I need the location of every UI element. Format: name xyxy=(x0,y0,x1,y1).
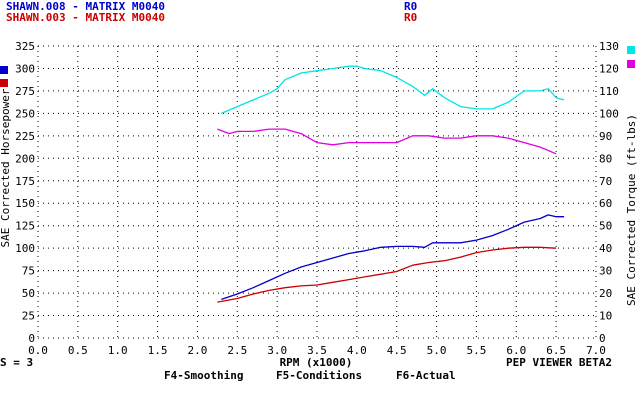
smoothing-readout: S = 3 xyxy=(0,356,33,369)
x-tick-labels: 0.0 0.5 1.0 1.5 2.0 2.5 3.0 3.5 4.0 4.5 5.0 5.5 6.0 6… xyxy=(28,344,606,357)
y2-tick-label: 40 xyxy=(599,242,612,255)
y2-tick-label: 30 xyxy=(599,265,612,278)
y2-axis-title: SAE Corrected Torque (ft-lbs) xyxy=(625,114,638,306)
y2-tick-label: 110 xyxy=(599,85,619,98)
grid xyxy=(37,45,597,339)
x-axis-title: RPM (x1000) xyxy=(280,356,353,369)
x-tick-label: 3.5 xyxy=(307,344,327,357)
run-2-tag: R0 xyxy=(404,11,417,24)
y-tick-label: 275 xyxy=(15,85,35,98)
y-tick-label: 125 xyxy=(15,220,35,233)
y-tick-label: 0 xyxy=(28,332,35,345)
x-tick-label: 1.5 xyxy=(148,344,168,357)
torque-run1-line xyxy=(221,65,565,114)
x-tick-label: 7.0 xyxy=(586,344,606,357)
run-1-tag: R0 xyxy=(404,0,417,13)
y2-tick-label: 90 xyxy=(599,130,612,143)
x-tick-label: 2.0 xyxy=(187,344,207,357)
y-tick-label: 150 xyxy=(15,197,35,210)
x-tick-label: 2.5 xyxy=(227,344,247,357)
y-tick-label: 75 xyxy=(22,265,35,278)
y-tick-label: 225 xyxy=(15,130,35,143)
y-tick-label: 300 xyxy=(15,62,35,75)
x-tick-label: 0.0 xyxy=(28,344,48,357)
y2-tick-label: 80 xyxy=(599,152,612,165)
x-tick-label: 4.5 xyxy=(387,344,407,357)
y2-tick-label: 70 xyxy=(599,175,612,188)
run-2-name: SHAWN.003 - MATRIX M0040 xyxy=(6,11,165,24)
y-tick-label: 250 xyxy=(15,107,35,120)
y-tick-label: 100 xyxy=(15,242,35,255)
y2-tick-label: 50 xyxy=(599,220,612,233)
torque-run1-swatch xyxy=(627,46,635,54)
y2-tick-label: 10 xyxy=(599,310,612,323)
y-tick-label: 325 xyxy=(15,40,35,53)
y-tick-label: 200 xyxy=(15,152,35,165)
y2-tick-label: 120 xyxy=(599,62,619,75)
x-tick-label: 6.0 xyxy=(506,344,526,357)
y2-tick-label: 0 xyxy=(599,332,606,345)
hp-run1-swatch xyxy=(0,66,8,74)
run-1-name: SHAWN.008 - MATRIX M0040 xyxy=(6,0,165,13)
torque-run2-line xyxy=(217,128,557,155)
y2-tick-labels: 0 10 20 30 40 50 60 70 80 90 100 110 120 130 xyxy=(599,40,619,345)
x-tick-label: 1.0 xyxy=(108,344,128,357)
hp-run2-swatch xyxy=(0,79,8,87)
y2-tick-label: 130 xyxy=(599,40,619,53)
y-tick-label: 50 xyxy=(22,287,35,300)
hp-run1-line xyxy=(221,214,565,301)
x-tick-label: 5.0 xyxy=(427,344,447,357)
menu-conditions[interactable]: F5-Conditions xyxy=(276,369,362,382)
x-tick-label: 3.0 xyxy=(267,344,287,357)
series-lines xyxy=(217,65,565,303)
menu-actual[interactable]: F6-Actual xyxy=(396,369,456,382)
hp-run2-line xyxy=(217,246,557,303)
y-axis-title: SAE Corrected Horsepower xyxy=(0,88,12,247)
x-tick-label: 5.5 xyxy=(466,344,486,357)
y2-tick-label: 100 xyxy=(599,107,619,120)
y-tick-labels: 0 25 50 75 100 125 150 175 200 225 250 275 300 325 xyxy=(15,40,35,345)
x-tick-label: 0.5 xyxy=(68,344,88,357)
x-tick-label: 4.0 xyxy=(347,344,367,357)
y2-tick-label: 20 xyxy=(599,287,612,300)
y2-tick-label: 60 xyxy=(599,197,612,210)
viewer-version: PEP VIEWER BETA2 xyxy=(506,356,612,369)
y-tick-label: 175 xyxy=(15,175,35,188)
menu-smoothing[interactable]: F4-Smoothing xyxy=(164,369,243,382)
y-tick-label: 25 xyxy=(22,310,35,323)
torque-run2-swatch xyxy=(627,60,635,68)
x-tick-label: 6.5 xyxy=(546,344,566,357)
